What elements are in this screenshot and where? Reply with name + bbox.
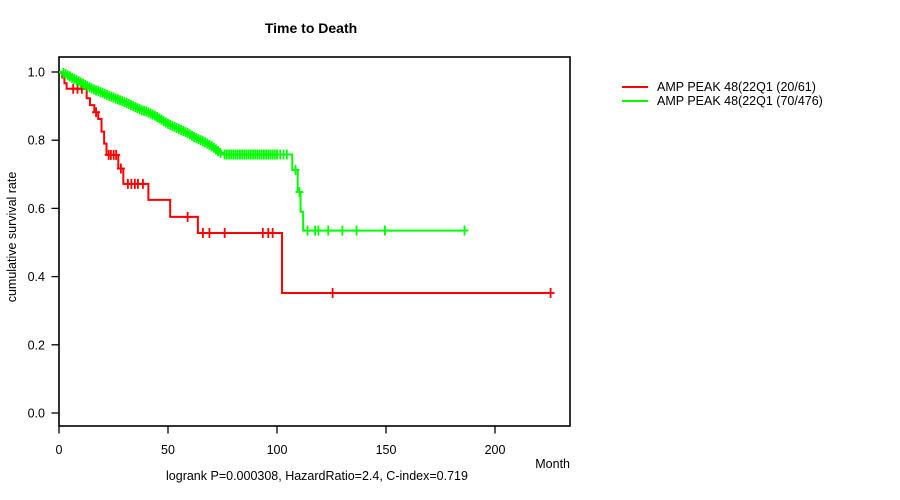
- legend-line-green: [622, 100, 648, 102]
- survival-curve-red: [59, 71, 555, 298]
- legend-line-red: [622, 86, 648, 88]
- y-tick-label: 0.0: [28, 407, 45, 421]
- y-axis-ticks: 0.0 0.2 0.4 0.6 0.8 1.0: [28, 66, 59, 421]
- censor-marks-green: [59, 68, 469, 236]
- x-axis-ticks: 0 50 100 150 200: [56, 426, 506, 457]
- x-tick-label: 150: [376, 443, 397, 457]
- y-tick-label: 0.4: [28, 270, 45, 284]
- y-tick-label: 0.8: [28, 134, 45, 148]
- y-axis-label: cumulative survival rate: [5, 172, 19, 303]
- chart-title: Time to Death: [265, 20, 357, 36]
- y-tick-label: 0.6: [28, 202, 45, 216]
- legend-label-red: AMP PEAK 48(22Q1 (20/61): [657, 80, 816, 94]
- y-tick-label: 1.0: [28, 66, 45, 80]
- legend: AMP PEAK 48(22Q1 (20/61) AMP PEAK 48(22Q…: [622, 80, 823, 108]
- legend-item-green-series: AMP PEAK 48(22Q1 (70/476): [622, 94, 823, 108]
- km-step-line-red: [59, 71, 551, 294]
- legend-label-green: AMP PEAK 48(22Q1 (70/476): [657, 94, 823, 108]
- x-tick-label: 50: [161, 443, 175, 457]
- stats-caption: logrank P=0.000308, HazardRatio=2.4, C-i…: [166, 469, 468, 483]
- y-tick-label: 0.2: [28, 338, 45, 352]
- censor-marks-red: [69, 83, 555, 298]
- survival-curve-green: [59, 68, 469, 236]
- x-tick-label: 0: [56, 443, 63, 457]
- chart-generated-content: 0 50 100 150 200 0.0 0.2 0.4 0.6 0.8 1.0: [28, 66, 555, 457]
- x-tick-label: 100: [267, 443, 288, 457]
- legend-item-red-series: AMP PEAK 48(22Q1 (20/61): [622, 80, 823, 94]
- x-tick-label: 200: [485, 443, 506, 457]
- plot-border: [58, 56, 571, 427]
- x-axis-label: Month: [535, 457, 570, 471]
